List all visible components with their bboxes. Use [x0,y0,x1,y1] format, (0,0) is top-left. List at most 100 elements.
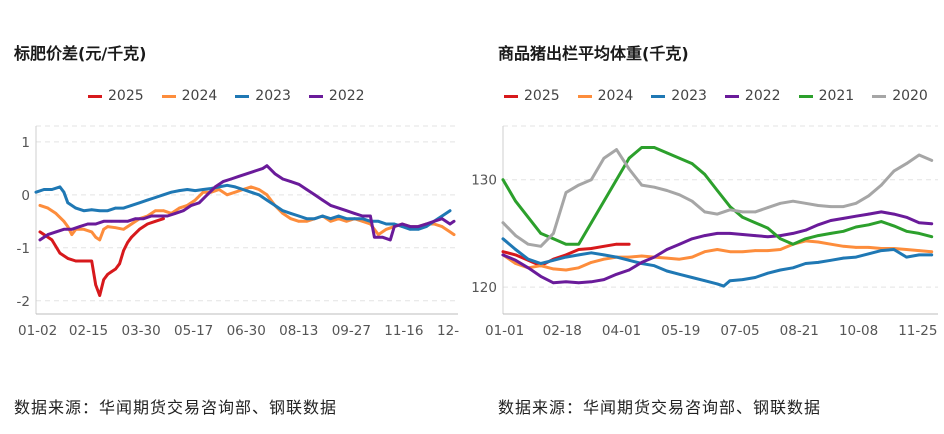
data-point [440,217,444,220]
data-point [514,248,517,251]
data-point [804,202,807,205]
data-point [201,188,205,191]
data-point [90,259,93,263]
x-tick-label: 04-01 [602,323,641,339]
data-point [257,193,261,197]
data-point [146,222,149,226]
data-point [514,199,517,203]
data-point [602,245,606,248]
y-tick-label: 130 [472,173,497,189]
legend-label: 2023 [671,88,707,104]
legend-item: 2025 [504,88,560,104]
data-point [337,206,340,210]
chart-legend: 2025 2024 2023 2022 [88,88,365,104]
data-point [408,228,412,231]
legend-label: 2024 [597,88,634,104]
data-point [539,262,543,265]
data-point [138,201,141,205]
y-tick-label: -1 [17,241,30,257]
data-point [217,188,221,191]
x-tick-label: 03-30 [121,323,160,339]
data-point [58,185,62,189]
data-point [728,205,732,208]
data-point [86,222,90,226]
data-point [146,198,149,202]
data-point [193,198,197,202]
data-point [193,189,197,192]
data-point [424,225,428,228]
right-line-chart: 130 120 01-01 02-18 04-01 05-19 07-05 08-21 10-0… [472,125,938,339]
data-point [917,232,921,235]
data-point [829,219,833,222]
data-point [448,230,452,234]
data-point [213,185,217,189]
data-point [82,228,86,231]
data-point [385,228,388,231]
data-point [539,275,543,278]
data-point [615,178,618,181]
data-point [766,206,770,209]
data-point [930,235,933,238]
data-point [289,180,293,183]
data-point [261,167,265,170]
data-point [690,255,694,259]
data-point [448,222,452,226]
data-point [716,212,719,216]
data-point [728,232,732,235]
data-point [38,238,42,242]
data-point [82,209,86,212]
data-point [842,256,845,260]
data-point [42,188,46,191]
data-point [526,257,530,261]
series-2022 [501,210,934,285]
data-point [501,178,505,181]
data-point [102,278,105,281]
data-point [249,185,253,189]
data-point [779,237,782,241]
data-point [892,224,896,228]
data-point [114,206,117,210]
data-point [917,153,921,157]
data-point [54,212,58,215]
data-point [514,253,517,257]
data-point [345,209,348,212]
data-point [728,208,732,212]
legend-swatch [308,94,323,98]
data-point [150,214,153,218]
data-point [905,248,908,251]
data-point [297,183,301,186]
data-point [385,222,388,226]
data-point [678,193,681,197]
data-point [281,209,285,212]
legend-item: 2025 [88,88,144,104]
data-point [130,222,133,226]
data-point [393,225,396,228]
data-point [880,249,883,252]
data-point [766,235,770,238]
data-point [665,151,669,155]
data-point [892,169,896,173]
data-point [779,248,782,251]
data-point [690,199,694,203]
x-tick-label: 02-18 [543,323,582,339]
data-point [98,238,101,242]
data-point [779,268,782,272]
series-2025 [38,217,165,297]
data-point [867,246,870,249]
data-point [34,190,38,194]
data-point [564,255,568,259]
data-point [854,255,858,259]
legend-item: 2021 [798,88,854,104]
data-point [716,232,719,235]
data-point [804,228,807,232]
data-point [241,188,245,191]
x-tick-label: 12- [437,323,459,339]
data-point [245,172,249,175]
data-point [690,276,694,279]
data-point [854,202,858,205]
data-point [452,220,456,223]
source-note: 数据来源：华闻期货交易咨询部、钢联数据 [14,398,338,417]
x-tick-label: 10-08 [839,323,878,339]
data-point [577,253,580,257]
data-point [361,217,364,220]
